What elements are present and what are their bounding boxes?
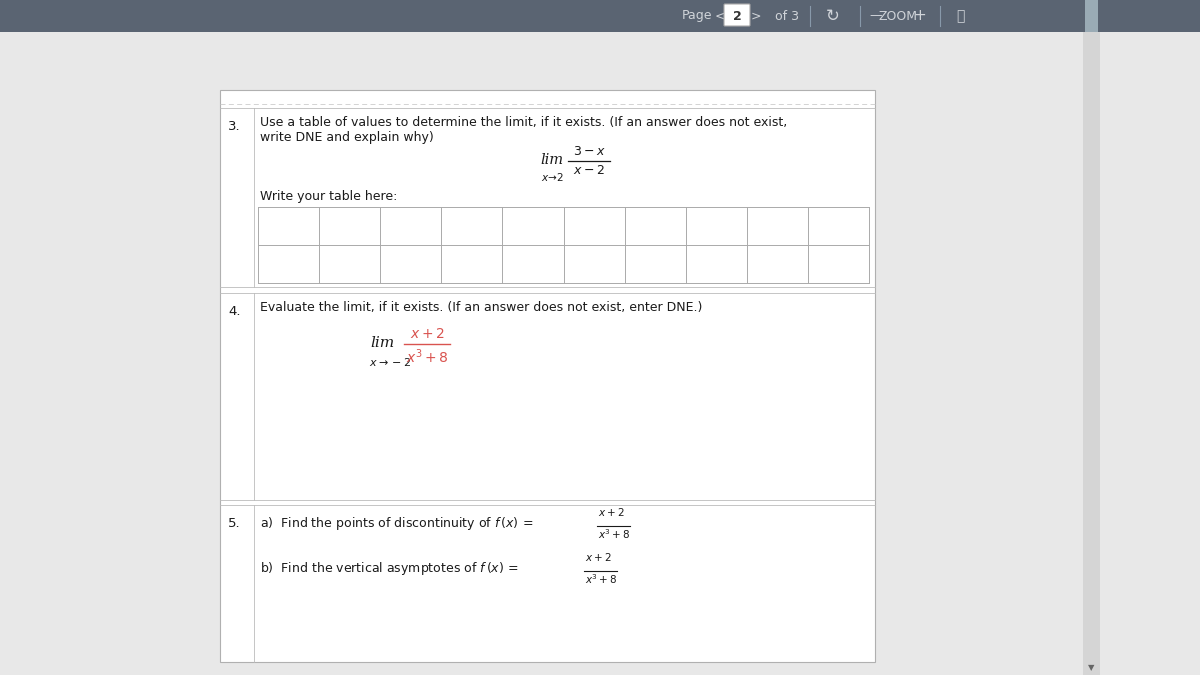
Text: Use a table of values to determine the limit, if it exists. (If an answer does n: Use a table of values to determine the l… (260, 116, 787, 129)
Text: $x^3 + 8$: $x^3 + 8$ (406, 347, 449, 366)
Text: lim: lim (370, 336, 395, 350)
Text: ▼: ▼ (1087, 664, 1094, 672)
Text: 5.: 5. (228, 517, 241, 530)
Bar (1085, 0, 1098, 32)
Text: of 3: of 3 (775, 9, 799, 22)
Text: Page: Page (682, 9, 712, 22)
Text: b)  Find the vertical asymptotes of $f\,(x)\, =$: b) Find the vertical asymptotes of $f\,(… (260, 560, 518, 577)
Text: —: — (870, 9, 882, 22)
Text: 4.: 4. (228, 305, 240, 318)
Text: write DNE and explain why): write DNE and explain why) (260, 131, 433, 144)
Text: Evaluate the limit, if it exists. (If an answer does not exist, enter DNE.): Evaluate the limit, if it exists. (If an… (260, 301, 702, 314)
Text: $x+2$: $x+2$ (598, 506, 625, 518)
Text: $x^3+8$: $x^3+8$ (598, 527, 630, 541)
Text: $x \rightarrow -2$: $x \rightarrow -2$ (370, 356, 412, 368)
Text: a)  Find the points of discontinuity of $f\,(x)\, =$: a) Find the points of discontinuity of $… (260, 515, 534, 532)
Text: $3 - x$: $3 - x$ (572, 145, 605, 158)
Text: $x\!\rightarrow\!2$: $x\!\rightarrow\!2$ (541, 171, 564, 183)
Text: >: > (751, 9, 761, 22)
FancyBboxPatch shape (724, 4, 750, 26)
Text: lim: lim (540, 153, 563, 167)
Bar (220, 90, 875, 662)
Text: 2: 2 (733, 9, 742, 22)
Text: ZOOM: ZOOM (878, 9, 918, 22)
Text: <: < (715, 9, 725, 22)
Text: $x - 2$: $x - 2$ (574, 164, 605, 177)
Text: $x + 2$: $x + 2$ (409, 327, 444, 341)
Text: ↻: ↻ (826, 7, 840, 25)
Bar (1084, 0, 1100, 675)
Text: $x+2$: $x+2$ (586, 551, 612, 563)
Text: +: + (913, 9, 926, 24)
Text: $x^3+8$: $x^3+8$ (586, 572, 618, 586)
Text: Write your table here:: Write your table here: (260, 190, 397, 203)
Text: ⤢: ⤢ (956, 9, 964, 23)
Text: 3.: 3. (228, 120, 241, 133)
Bar (0, 0, 1200, 32)
